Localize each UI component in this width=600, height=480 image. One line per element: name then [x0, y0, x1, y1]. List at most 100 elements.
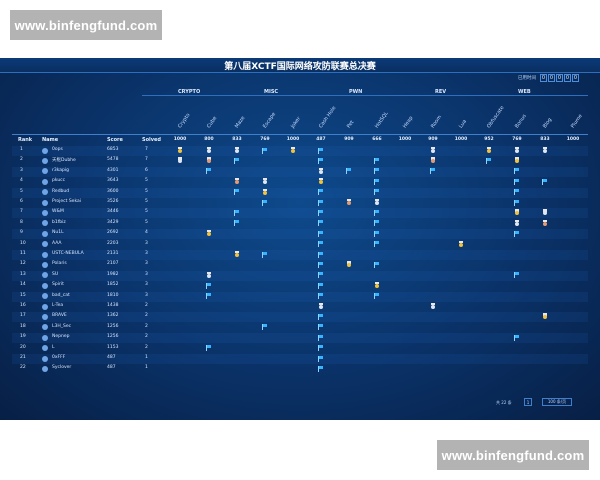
- table-row[interactable]: 8 b1fbiz 3429 5: [12, 219, 588, 229]
- solved-cell: 6: [145, 167, 148, 173]
- solved-cell: 1: [145, 365, 148, 371]
- silver-medal-icon: [206, 271, 212, 279]
- scoreboard-screen: 第八届XCTF国际网络攻防联赛总决赛 已用时间 0 0 0 0 0 CRYPTO…: [0, 58, 600, 420]
- team-name: Spirit: [52, 282, 64, 288]
- score-cell: 1256: [107, 334, 119, 340]
- table-row[interactable]: 7 W&M 3446 5: [12, 208, 588, 219]
- challenge-header: HotSQL: [374, 110, 390, 130]
- gold-medal-icon: [346, 261, 352, 268]
- challenge-header: Blog: [542, 116, 554, 130]
- table-row[interactable]: 14 Spirit 1852 3: [12, 281, 588, 291]
- page-size-select[interactable]: 100 条/页: [542, 398, 572, 406]
- solved-flag-icon: [206, 168, 211, 175]
- solved-cell: 5: [145, 199, 148, 204]
- gold-medal-icon: [486, 147, 492, 154]
- solved-flag-icon: [318, 345, 323, 352]
- solved-flag-icon: [234, 157, 239, 164]
- table-row[interactable]: 2 天枢Dubhe 5478 7: [12, 156, 588, 166]
- solved-flag-icon: [318, 209, 323, 216]
- solved-flag-icon: [374, 293, 379, 300]
- table-row[interactable]: 16 L-Tea 1438 2: [12, 302, 588, 312]
- column-score[interactable]: Score: [107, 137, 123, 143]
- table-row[interactable]: 4 pkucc 3643 5: [12, 177, 588, 187]
- clock-digit: 0: [540, 74, 547, 82]
- table-row[interactable]: 3 r3kapig 4301 6: [12, 166, 588, 177]
- bronze-medal-icon: [430, 157, 436, 164]
- page-number[interactable]: 1: [524, 398, 532, 406]
- table-row[interactable]: 5 Redbud 3600 5: [12, 187, 588, 198]
- team-name: b1fbiz: [52, 219, 66, 225]
- score-cell: 6853: [107, 147, 119, 152]
- table-row[interactable]: 20 L 1153 2: [12, 344, 588, 354]
- rank-cell: 8: [20, 219, 23, 225]
- solved-flag-icon: [318, 251, 323, 258]
- category-web: WEB: [518, 89, 531, 95]
- rank-cell: 4: [20, 178, 23, 184]
- solved-cell: 2: [145, 323, 148, 329]
- team-avatar: [42, 157, 48, 164]
- gold-medal-icon: [458, 240, 464, 248]
- challenge-header: Heap: [402, 115, 415, 130]
- challenge-header: Obfuscate: [486, 105, 506, 130]
- challenge-score: 1000: [286, 137, 300, 142]
- rank-cell: 11: [20, 251, 26, 256]
- gold-medal-icon: [542, 313, 548, 320]
- table-row[interactable]: 18 L3H_Sec 1256 2: [12, 323, 588, 333]
- team-avatar: [42, 241, 48, 248]
- team-avatar: [42, 209, 48, 216]
- table-row[interactable]: 17 BRAVE 1362 2: [12, 312, 588, 323]
- table-row[interactable]: 12 Polaris 2107 3: [12, 260, 588, 270]
- table-row[interactable]: 10 AAA 2203 3: [12, 240, 588, 250]
- score-cell: 487: [107, 365, 116, 371]
- table-row[interactable]: 13 SU 1982 3: [12, 270, 588, 281]
- table-row[interactable]: 21 0xFFF 487 1: [12, 354, 588, 364]
- team-avatar: [42, 261, 48, 268]
- solved-flag-icon: [514, 272, 519, 279]
- challenge-score: 909: [428, 137, 438, 142]
- column-rank[interactable]: Rank: [18, 137, 33, 143]
- solved-flag-icon: [318, 334, 323, 341]
- rank-cell: 17: [20, 313, 26, 319]
- table-row[interactable]: 19 Nepnep 1256 2: [12, 333, 588, 344]
- rank-cell: 19: [20, 334, 26, 340]
- challenge-score: 800: [204, 137, 214, 142]
- table-row[interactable]: 22 Syclover 487 1: [12, 364, 588, 374]
- column-solved[interactable]: Solved: [142, 137, 161, 143]
- silver-medal-icon: [514, 219, 520, 227]
- rank-cell: 21: [20, 355, 26, 360]
- solved-flag-icon: [318, 189, 323, 196]
- table-row[interactable]: 6 Project Sekai 3526 5: [12, 198, 588, 208]
- column-name[interactable]: Name: [42, 137, 59, 143]
- solved-flag-icon: [318, 293, 323, 300]
- solved-flag-icon: [346, 168, 351, 175]
- rank-cell: 18: [20, 323, 26, 329]
- solved-flag-icon: [318, 220, 323, 227]
- category-crypto: CRYPTO: [178, 89, 201, 95]
- score-cell: 2203: [107, 240, 119, 246]
- solved-flag-icon: [318, 157, 323, 164]
- table-row[interactable]: 15 bad_cat 1810 3: [12, 291, 588, 302]
- gold-medal-icon: [234, 251, 240, 258]
- solved-flag-icon: [318, 261, 323, 268]
- solved-flag-icon: [374, 209, 379, 216]
- clock-digit: 0: [572, 74, 579, 82]
- table-row[interactable]: 1 0ops 6853 7: [12, 146, 588, 156]
- score-cell: 2692: [107, 230, 119, 236]
- rank-cell: 9: [20, 230, 23, 236]
- silver-medal-icon: [262, 178, 268, 185]
- gold-medal-icon: [318, 178, 324, 185]
- challenge-header: Cash Hole: [318, 105, 338, 130]
- team-avatar: [42, 355, 48, 362]
- table-row[interactable]: 9 Nu1L 2692 4: [12, 229, 588, 240]
- score-cell: 3446: [107, 209, 119, 215]
- score-cell: 1982: [107, 271, 119, 277]
- solved-flag-icon: [514, 199, 519, 206]
- team-name: AAA: [52, 240, 62, 246]
- solved-flag-icon: [262, 251, 267, 258]
- team-avatar: [42, 324, 48, 331]
- solved-cell: 5: [145, 178, 148, 184]
- gold-medal-icon: [290, 147, 296, 154]
- table-row[interactable]: 11 USTC-NEBULA 2131 3: [12, 250, 588, 260]
- solved-flag-icon: [234, 220, 239, 227]
- score-cell: 3429: [107, 219, 119, 225]
